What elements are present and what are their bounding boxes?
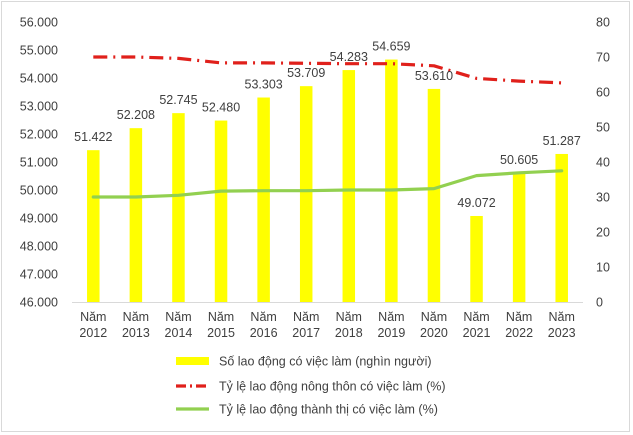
x-axis-tick-label-line2: 2013	[122, 326, 150, 340]
right-axis-tick-label: 80	[596, 16, 610, 30]
bar-data-label: 52.745	[159, 93, 197, 107]
x-axis: Năm 2012 Năm 2013 Năm 2014 Năm 2015 Năm 2016 Năm 20…	[72, 302, 583, 340]
bar	[555, 153, 568, 302]
left-axis-tick-label: 54.000	[20, 72, 58, 86]
left-axis-tick-label: 56.000	[20, 16, 58, 30]
right-axis-tick-label: 0	[596, 296, 603, 310]
bar-series	[87, 59, 568, 303]
left-axis-tick-label: 52.000	[20, 128, 58, 142]
left-axis-tick-label: 49.000	[20, 212, 58, 226]
bar-data-label: 54.283	[330, 50, 368, 64]
right-axis-tick-label: 10	[596, 261, 610, 275]
left-axis-tick-label: 48.000	[20, 240, 58, 254]
left-axis-tick-label: 53.000	[20, 100, 58, 114]
x-axis-tick-label-line1: Năm	[165, 310, 191, 324]
right-axis-tick-label: 20	[596, 226, 610, 240]
x-axis-tick-label-line2: 2012	[79, 326, 107, 340]
bar	[87, 150, 100, 302]
bar	[214, 120, 228, 302]
bar	[342, 70, 356, 303]
right-axis-tick-label: 50	[596, 121, 610, 135]
x-axis-tick-label-line2: 2014	[165, 326, 193, 340]
bar	[427, 88, 441, 302]
bar	[172, 113, 185, 302]
rural-rate-line	[93, 55, 562, 85]
x-axis-tick-label-line2: 2018	[335, 326, 363, 340]
bar	[512, 173, 526, 302]
x-axis-tick-label-line1: Năm	[250, 310, 276, 324]
bar-data-label: 49.072	[457, 196, 495, 210]
x-axis-tick-label-line1: Năm	[378, 310, 404, 324]
left-axis-tick-label: 46.000	[20, 296, 58, 310]
legend-label-employed: Số lao động có việc làm (nghìn người)	[219, 355, 432, 369]
bar-data-labels: 51.422 52.208 52.745 52.480 53.303 53.709 54.2…	[74, 40, 581, 210]
right-axis-tick-label: 30	[596, 191, 610, 205]
bar-data-label: 51.422	[74, 130, 112, 144]
x-axis-tick-label-line2: 2016	[250, 326, 278, 340]
left-axis-tick-label: 51.000	[20, 156, 58, 170]
left-axis-tick-label: 55.000	[20, 44, 58, 58]
x-axis-tick-label-line2: 2017	[292, 326, 320, 340]
right-axis-tick-label: 60	[596, 86, 610, 100]
left-axis: 46.000 47.000 48.000 49.000 50.000 51.000 52.0…	[20, 16, 58, 310]
x-axis-tick-label-line1: Năm	[293, 310, 319, 324]
x-axis-tick-label-line1: Năm	[80, 310, 106, 324]
bar	[129, 128, 143, 302]
x-axis-tick-label-line2: 2020	[420, 326, 448, 340]
bar-data-label: 52.480	[202, 101, 240, 115]
line-series-group	[91, 55, 564, 199]
x-axis-tick-label-line2: 2023	[548, 326, 576, 340]
urban-rate-line	[91, 169, 564, 199]
bar-data-label: 50.605	[500, 153, 538, 167]
bar	[385, 59, 398, 302]
legend: Số lao động có việc làm (nghìn người) Tỷ …	[176, 355, 446, 417]
bar	[299, 86, 313, 302]
x-axis-tick-label-line1: Năm	[506, 310, 532, 324]
x-axis-tick-label-line1: Năm	[549, 310, 575, 324]
right-axis: 0 10 20 30 40 50 60 70 80	[596, 16, 610, 310]
legend-swatch-bar	[176, 357, 209, 365]
right-axis-tick-label: 40	[596, 156, 610, 170]
bar-data-label: 51.287	[543, 134, 581, 148]
x-axis-tick-label-line2: 2022	[505, 326, 533, 340]
bar	[470, 215, 483, 302]
left-axis-tick-label: 47.000	[20, 268, 58, 282]
bar	[257, 97, 270, 303]
bar-data-label: 53.709	[287, 66, 325, 80]
x-axis-tick-label-line2: 2019	[377, 326, 405, 340]
bar-data-label: 52.208	[117, 108, 155, 122]
x-axis-tick-label-line1: Năm	[463, 310, 489, 324]
legend-label-rural: Tỷ lệ lao động nông thôn có việc làm (%)	[219, 380, 446, 394]
bar-data-label: 54.659	[372, 40, 410, 54]
x-axis-tick-label-line1: Năm	[336, 310, 362, 324]
x-axis-tick-label-line1: Năm	[208, 310, 234, 324]
x-axis-tick-label-line2: 2021	[463, 326, 491, 340]
left-axis-tick-label: 50.000	[20, 184, 58, 198]
right-axis-tick-label: 70	[596, 51, 610, 65]
x-axis-tick-label-line1: Năm	[123, 310, 149, 324]
bar-data-label: 53.303	[245, 78, 283, 92]
x-axis-tick-label-line1: Năm	[421, 310, 447, 324]
legend-label-urban: Tỷ lệ lao động thành thị có việc làm (%)	[219, 403, 438, 417]
bar-data-label: 53.610	[415, 69, 453, 83]
x-axis-tick-label-line2: 2015	[207, 326, 235, 340]
